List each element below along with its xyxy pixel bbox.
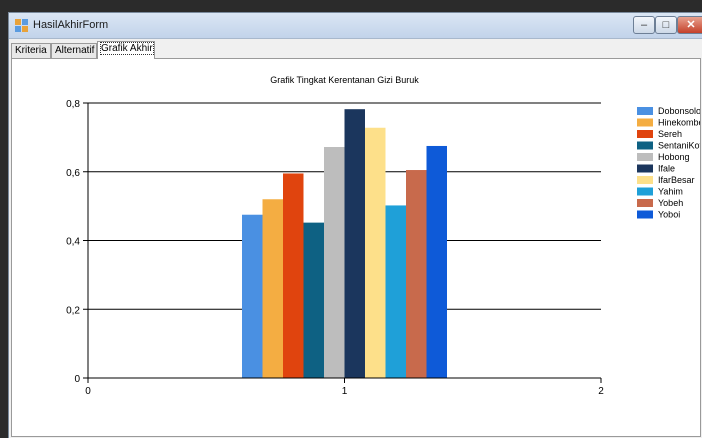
tab-label: Alternatif: [55, 45, 95, 56]
legend-swatch: [637, 210, 653, 219]
legend-label: Yobeh: [658, 198, 683, 208]
bar-hobong: [324, 147, 345, 378]
legend-label: IfarBesar: [658, 175, 695, 185]
legend-swatch: [637, 118, 653, 127]
legend-swatch: [637, 164, 653, 173]
legend-label: Yoboi: [658, 210, 680, 220]
chart: Grafik Tingkat Kerentanan Gizi Buruk 0 0,…: [66, 75, 700, 397]
legend-swatch: [637, 130, 653, 138]
maximize-button[interactable]: □: [655, 16, 677, 34]
y-tick-label: 0,4: [66, 237, 80, 248]
legend-label: SentaniKota: [658, 141, 700, 151]
y-tick-label: 0,2: [66, 305, 80, 316]
x-tick-label: 1: [342, 386, 348, 397]
bar-sereh: [283, 173, 304, 378]
bar-yahim: [385, 205, 406, 378]
tab-label: Grafik Akhir: [100, 42, 154, 55]
legend-swatch: [637, 107, 653, 115]
minimize-button[interactable]: –: [633, 16, 655, 34]
tab-panel-grafik-akhir: Grafik Tingkat Kerentanan Gizi Buruk 0 0,…: [11, 58, 701, 437]
y-tick-label: 0,6: [66, 168, 80, 179]
legend-label: Sereh: [658, 129, 682, 139]
legend-label: Hobong: [658, 152, 690, 162]
bar-sentanikota: [303, 222, 324, 378]
window-title: HasilAkhirForm: [33, 19, 109, 31]
close-button[interactable]: ✕: [677, 16, 702, 34]
legend-swatch: [637, 187, 653, 196]
bar-yobeh: [406, 170, 427, 378]
x-tick-label: 2: [598, 386, 604, 397]
legend-swatch: [637, 176, 653, 184]
tab-label: Kriteria: [15, 45, 47, 56]
app-icon: [15, 19, 29, 33]
legend-swatch: [637, 141, 653, 150]
tab-grafik-akhir[interactable]: Grafik Akhir: [97, 41, 155, 59]
tab-alternatif[interactable]: Alternatif: [51, 43, 97, 59]
y-tick-label: 0,8: [66, 99, 80, 110]
title-bar[interactable]: HasilAkhirForm – □ ✕: [9, 13, 702, 39]
legend-swatch: [637, 153, 653, 161]
legend-label: Dobonsolo: [658, 106, 700, 116]
chart-bars: [242, 109, 447, 378]
legend-label: Yahim: [658, 187, 683, 197]
bar-ifale: [344, 109, 365, 378]
bar-dobonsolo: [242, 214, 263, 378]
x-tick-label: 0: [85, 386, 91, 397]
legend-swatch: [637, 199, 653, 207]
chart-axes: 0 0,2 0,4 0,6 0,8 0 1 2: [66, 99, 604, 397]
legend-label: Hinekombe: [658, 118, 700, 128]
chart-title: Grafik Tingkat Kerentanan Gizi Buruk: [270, 75, 419, 85]
y-tick-label: 0: [74, 374, 80, 385]
bar-ifarbesar: [365, 127, 386, 378]
app-window: HasilAkhirForm – □ ✕ Kriteria Alternatif…: [8, 12, 702, 438]
legend-label: Ifale: [658, 164, 675, 174]
bar-yoboi: [426, 145, 447, 378]
bar-hinekombe: [262, 199, 283, 378]
tab-kriteria[interactable]: Kriteria: [11, 43, 51, 59]
